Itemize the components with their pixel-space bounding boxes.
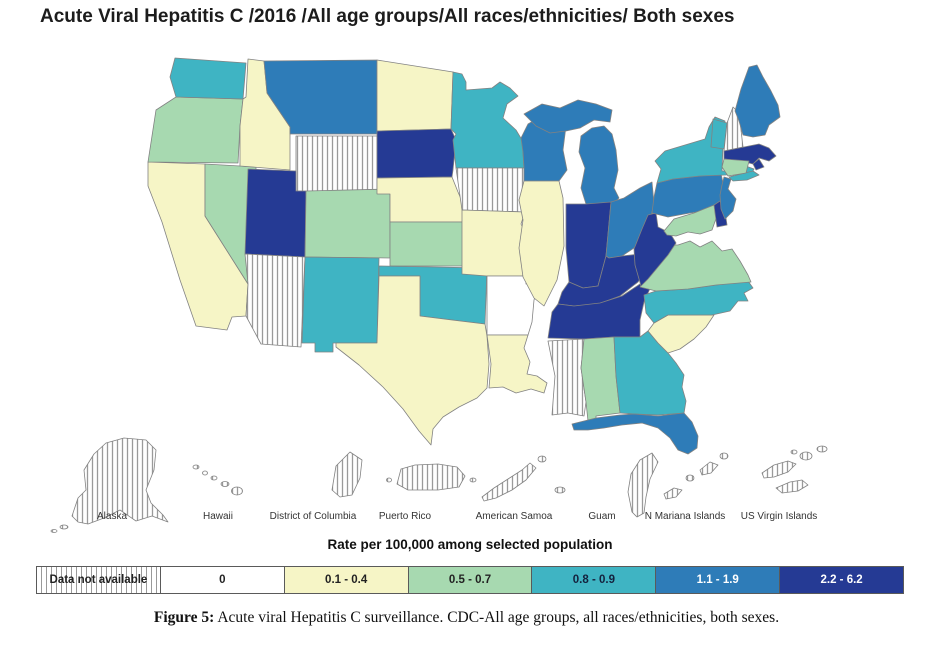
figure-caption: Figure 5: Acute viral Hepatitis C survei… (0, 609, 933, 627)
state-or (147, 96, 244, 164)
figure-title: Acute Viral Hepatitis C /2016 /All age g… (40, 6, 735, 27)
territory-label-us-virgin-islands: US Virgin Islands (741, 511, 818, 522)
legend-title: Rate per 100,000 among selected populati… (327, 537, 613, 552)
state-mi-upper (523, 99, 613, 134)
state-nd (376, 59, 454, 132)
territory-label-n-mariana-islands: N Mariana Islands (645, 511, 726, 522)
state-nj (719, 176, 737, 220)
state-wy (295, 135, 378, 194)
state-md (663, 204, 719, 237)
inset-district-of-columbia (331, 451, 363, 498)
territory-label-puerto-rico: Puerto Rico (379, 511, 432, 522)
legend-label: 0.8 - 0.9 (572, 574, 615, 586)
territory-label-alaska: Alaska (97, 511, 127, 522)
legend-label: 0.5 - 0.7 (448, 574, 492, 586)
legend-cell-0-5-to-0-7: 0.5 - 0.7 (407, 567, 532, 593)
legend-bar: Data not available 0 0.1 - 0.4 0.5 - 0.7… (36, 566, 904, 594)
state-az (244, 253, 306, 348)
inset-hawaii (192, 464, 243, 496)
inset-guam (627, 452, 659, 518)
contiguous-states (147, 57, 781, 455)
legend-label: 0 (219, 574, 226, 586)
territory-label-american-samoa: American Samoa (476, 511, 553, 522)
legend-cell-2-2-to-6-2: 2.2 - 6.2 (779, 567, 904, 593)
state-il (518, 180, 565, 307)
legend-label: 0.1 - 0.4 (325, 574, 368, 586)
state-fl (571, 412, 699, 455)
inset-us-virgin-islands (761, 445, 828, 494)
figure-caption-label: Figure 5: (153, 609, 215, 626)
state-pa (651, 173, 726, 218)
territory-label-district-of-columbia: District of Columbia (270, 511, 357, 522)
figure-caption-text: Acute viral Hepatitis C surveillance. CD… (214, 609, 780, 626)
state-ms (547, 338, 587, 417)
state-la (486, 334, 548, 394)
legend-label: Data not available (49, 574, 148, 586)
legend-label: 2.2 - 6.2 (820, 574, 863, 586)
territory-insets: Alaska Hawaii District of Columbia Puert… (50, 437, 828, 533)
inset-n-mariana-islands (663, 452, 729, 500)
legend-cell-1-1-to-1-9: 1.1 - 1.9 (655, 567, 780, 593)
legend-cell-0-1-to-0-4: 0.1 - 0.4 (283, 567, 408, 593)
legend-cell-data-not-available: Data not available (37, 567, 160, 593)
state-ks (389, 221, 467, 267)
territory-label-hawaii: Hawaii (203, 511, 233, 522)
inset-puerto-rico (386, 463, 477, 491)
territory-label-guam: Guam (588, 511, 615, 522)
state-nm (301, 256, 380, 353)
legend-label: 1.1 - 1.9 (696, 574, 739, 586)
state-ri (752, 158, 765, 171)
inset-alaska (50, 437, 169, 533)
state-sd (376, 128, 457, 179)
state-ne (376, 176, 467, 223)
state-me (734, 64, 781, 138)
legend-cell-0-8-to-0-9: 0.8 - 0.9 (531, 567, 656, 593)
state-ct (721, 158, 750, 177)
inset-american-samoa (481, 455, 566, 502)
state-ny-long-island (728, 170, 760, 182)
state-co (304, 188, 391, 259)
state-de (713, 200, 728, 228)
legend-cell-zero: 0 (159, 567, 284, 593)
state-mn (450, 71, 525, 169)
state-al (580, 336, 621, 423)
state-mi (578, 125, 620, 205)
state-wa (169, 57, 247, 100)
state-tx (335, 275, 490, 446)
